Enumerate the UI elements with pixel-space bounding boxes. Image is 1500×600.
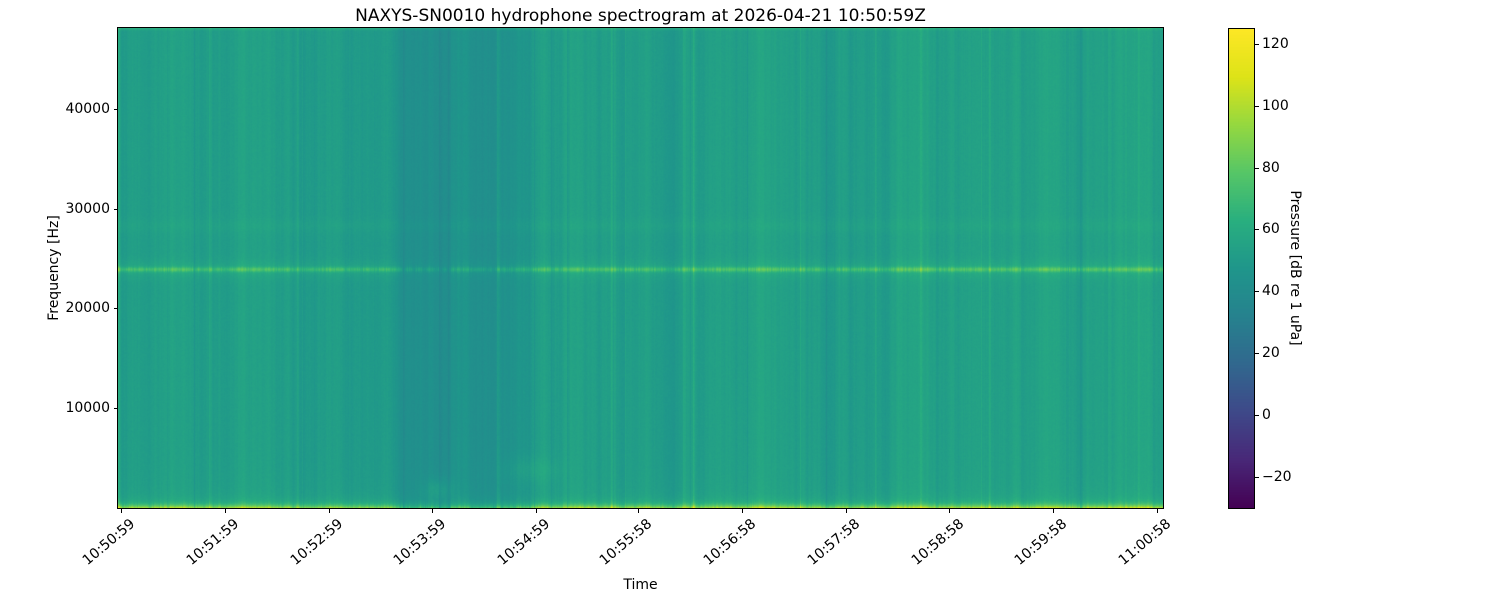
x-tick-label: 10:52:59: [287, 516, 346, 569]
x-tick-label: 10:57:58: [804, 516, 863, 569]
x-tick-mark: [224, 509, 226, 513]
colorbar-tick-mark: [1255, 167, 1259, 169]
x-tick-mark: [638, 509, 640, 513]
y-tick-label: 10000: [65, 399, 110, 416]
x-axis-label: Time: [623, 577, 658, 593]
colorbar-tick-label: −20: [1262, 468, 1292, 485]
x-tick-label: 10:51:59: [183, 516, 243, 569]
x-tick-label: 10:50:59: [79, 516, 139, 569]
colorbar-tick-mark: [1255, 291, 1259, 293]
x-tick-label: 10:53:59: [391, 516, 450, 569]
colorbar-tick-label: 120: [1262, 35, 1289, 52]
colorbar-tick-mark: [1255, 43, 1259, 45]
y-tick-mark: [114, 308, 118, 310]
x-tick-mark: [1157, 509, 1158, 513]
y-tick-mark: [114, 407, 118, 409]
x-tick-mark: [536, 509, 538, 513]
x-tick-label: 10:58:58: [908, 516, 967, 569]
colorbar-tick-label: 20: [1262, 344, 1280, 361]
x-tick-mark: [432, 509, 434, 513]
y-tick-label: 20000: [65, 300, 110, 317]
x-tick-label: 10:56:58: [700, 516, 760, 569]
x-tick-label: 10:55:58: [596, 516, 656, 569]
x-tick-label: 10:59:58: [1012, 516, 1071, 569]
colorbar-tick-mark: [1255, 229, 1259, 231]
colorbar-tick-mark: [1255, 476, 1259, 478]
colorbar-label: Pressure [dB re 1 uPa]: [1287, 190, 1303, 346]
colorbar-tick-mark: [1255, 414, 1259, 416]
colorbar-tick-label: 0: [1262, 406, 1271, 423]
x-tick-mark: [845, 509, 847, 513]
spectrogram-image: [118, 28, 1163, 508]
x-tick-mark: [1053, 509, 1055, 513]
x-tick-mark: [741, 509, 743, 513]
chart-title: NAXYS-SN0010 hydrophone spectrogram at 2…: [355, 6, 926, 26]
y-tick-mark: [114, 109, 118, 111]
colorbar-tick-label: 40: [1262, 283, 1280, 300]
colorbar-tick-label: 60: [1262, 221, 1280, 238]
colorbar-tick-label: 100: [1262, 97, 1289, 114]
x-tick-mark: [328, 509, 330, 513]
plot-area: [117, 27, 1164, 509]
y-tick-label: 30000: [65, 200, 110, 217]
colorbar: [1228, 28, 1255, 509]
colorbar-tick-mark: [1255, 352, 1259, 354]
y-tick-mark: [114, 208, 118, 210]
colorbar-gradient: [1229, 29, 1254, 508]
colorbar-tick-mark: [1255, 105, 1259, 107]
x-tick-mark: [949, 509, 951, 513]
x-tick-label: 10:54:59: [494, 516, 554, 569]
x-tick-mark: [121, 509, 122, 513]
colorbar-tick-label: 80: [1262, 159, 1280, 176]
y-tick-label: 40000: [65, 101, 110, 118]
x-tick-label: 11:00:58: [1115, 516, 1175, 569]
